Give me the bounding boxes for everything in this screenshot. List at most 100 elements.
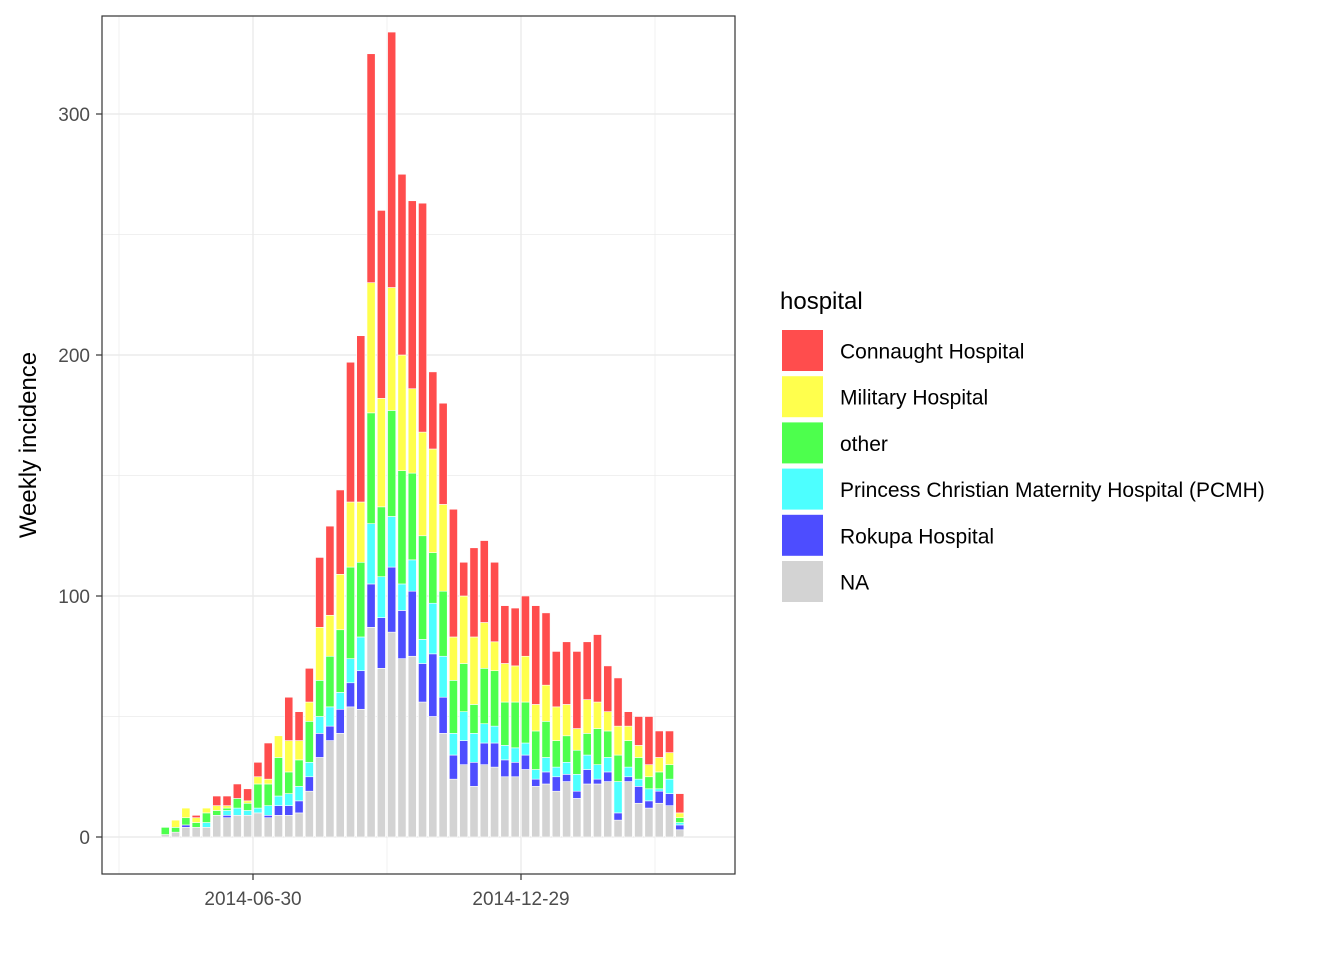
bar-segment <box>294 759 304 787</box>
bar-segment <box>263 783 273 806</box>
bar-segment <box>551 651 561 708</box>
bar-segment <box>490 641 499 672</box>
bar-segment <box>510 747 520 763</box>
bar-segment <box>243 815 253 838</box>
bar-segment <box>253 776 263 785</box>
bar-segment <box>335 574 345 631</box>
bar-segment <box>593 701 602 729</box>
bar-segment <box>500 663 510 703</box>
bar-segment <box>541 684 551 722</box>
bar-segment <box>582 783 592 838</box>
bar-segment <box>315 733 325 758</box>
legend-key-swatch <box>782 422 823 464</box>
bar-segment <box>449 636 458 681</box>
bar-segment <box>479 622 489 669</box>
bar-segment <box>551 790 561 838</box>
bar-segment <box>521 655 530 703</box>
bar-segment <box>654 757 664 773</box>
bar-segment <box>387 566 397 633</box>
bar-segment <box>418 663 427 703</box>
bar-segment <box>562 641 571 705</box>
bar-segment <box>469 704 479 734</box>
bar-segment <box>315 716 325 734</box>
bar-segment <box>510 761 520 778</box>
bar-segment <box>232 807 242 816</box>
bar-segment <box>603 730 613 758</box>
bar-segment <box>274 795 283 806</box>
bar-segment <box>479 667 489 725</box>
bar-segment <box>459 595 469 664</box>
bar-segment <box>366 53 376 283</box>
bar-segment <box>562 735 571 763</box>
bar-segment <box>675 793 685 814</box>
bar-segment <box>232 815 242 838</box>
bar-segment <box>356 335 366 503</box>
bar-segment <box>222 815 232 819</box>
bar-segment <box>521 595 530 657</box>
bar-segment <box>418 431 427 537</box>
bar-segment <box>171 831 180 838</box>
bar-segment <box>418 701 427 838</box>
bar-segment <box>541 783 551 838</box>
bar-segment <box>356 501 366 563</box>
bar-segment <box>407 559 417 592</box>
bar-segment <box>644 716 654 766</box>
bar-segment <box>634 802 644 838</box>
bar-segment <box>613 754 623 782</box>
bar-segment <box>551 706 561 741</box>
bar-segment <box>284 740 294 773</box>
bar-segment <box>510 701 520 749</box>
bar-segment <box>397 173 407 356</box>
bar-segment <box>212 815 222 838</box>
x-tick-label: 2014-06-30 <box>204 889 301 910</box>
bar-segment <box>171 827 180 833</box>
bar-segment <box>222 805 232 809</box>
bar-segment <box>376 576 386 618</box>
bar-segment <box>397 658 407 838</box>
bar-segment <box>202 822 211 828</box>
bar-segment <box>376 506 386 578</box>
bar-segment <box>387 31 397 288</box>
bar-segment <box>376 667 386 838</box>
bar-segment <box>449 754 458 780</box>
bar-segment <box>603 771 613 782</box>
legend-key-swatch <box>782 330 823 371</box>
legend-key-label: Rokupa Hospital <box>840 525 994 548</box>
bar-segment <box>623 725 633 741</box>
bar-segment <box>479 764 489 838</box>
bar-segment <box>202 807 211 814</box>
bar-segment <box>541 612 551 686</box>
bar-segment <box>510 607 520 667</box>
bar-segment <box>582 641 592 700</box>
bar-segment <box>654 802 664 838</box>
legend-key-swatch <box>782 514 823 556</box>
bar-segment <box>623 766 633 778</box>
bar-segment <box>438 655 448 698</box>
bar-segment <box>551 740 561 768</box>
bar-segment <box>335 692 345 710</box>
bar-segment <box>613 812 623 821</box>
legend-key-swatch <box>782 376 823 418</box>
bar-segment <box>562 781 571 838</box>
bar-segment <box>449 733 458 756</box>
bar-segment <box>438 590 448 657</box>
legend-key-swatch <box>782 468 823 510</box>
bar-segment <box>191 815 201 819</box>
bar-segment <box>644 800 654 809</box>
bar-segment <box>654 730 664 758</box>
bar-segment <box>572 790 582 799</box>
bar-segment <box>521 742 530 756</box>
bar-segment <box>521 701 530 744</box>
bar-segment <box>366 282 376 414</box>
bar-segment <box>294 786 304 802</box>
bar-segment <box>346 706 355 838</box>
bar-segment <box>479 540 489 623</box>
bar-segment <box>541 721 551 758</box>
bar-segment <box>675 817 685 823</box>
y-tick-label: 0 <box>79 828 90 849</box>
bar-segment <box>582 733 592 756</box>
bar-segment <box>562 704 571 737</box>
bar-segment <box>243 800 253 804</box>
bar-segment <box>603 711 613 732</box>
